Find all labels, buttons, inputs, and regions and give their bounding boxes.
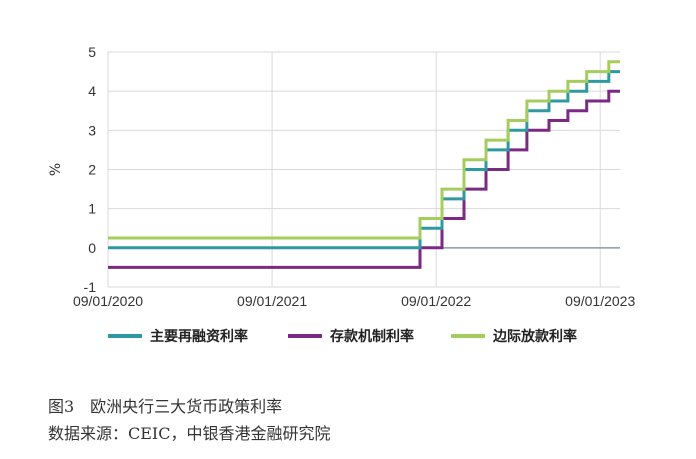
y-axis-ticks: -1 0 1 2 3 4 5 xyxy=(84,44,97,295)
legend-label: 边际放款利率 xyxy=(492,328,577,345)
legend-label: 主要再融资利率 xyxy=(150,328,248,345)
y-tick-label: 0 xyxy=(88,240,96,256)
legend: 主要再融资利率 存款机制利率 边际放款利率 xyxy=(108,328,577,345)
x-axis-ticks: 09/01/2020 09/01/2021 09/01/2022 09/01/2023 xyxy=(73,293,636,309)
y-tick-label: 3 xyxy=(88,122,96,138)
x-tick-label: 09/01/2022 xyxy=(401,293,471,309)
y-tick-label: 5 xyxy=(88,44,96,60)
y-tick-label: -1 xyxy=(84,279,97,295)
gridlines xyxy=(107,51,620,288)
y-tick-label: 4 xyxy=(88,83,96,99)
x-tick-label: 09/01/2021 xyxy=(237,293,307,309)
series-line xyxy=(108,60,620,240)
legend-label: 存款机制利率 xyxy=(330,328,414,345)
y-tick-label: 1 xyxy=(88,201,96,217)
source-note: 数据来源：CEIC，中银香港金融研究院 xyxy=(48,424,331,443)
series-line xyxy=(108,70,620,250)
y-axis-label: % xyxy=(48,163,64,176)
x-tick-label: 09/01/2020 xyxy=(73,293,143,309)
x-tick-label: 09/01/2023 xyxy=(565,293,635,309)
series-line xyxy=(108,89,620,269)
series-layer xyxy=(108,60,620,269)
y-tick-label: 2 xyxy=(88,162,96,178)
figure-title: 图3 欧洲央行三大货币政策利率 xyxy=(48,397,283,416)
